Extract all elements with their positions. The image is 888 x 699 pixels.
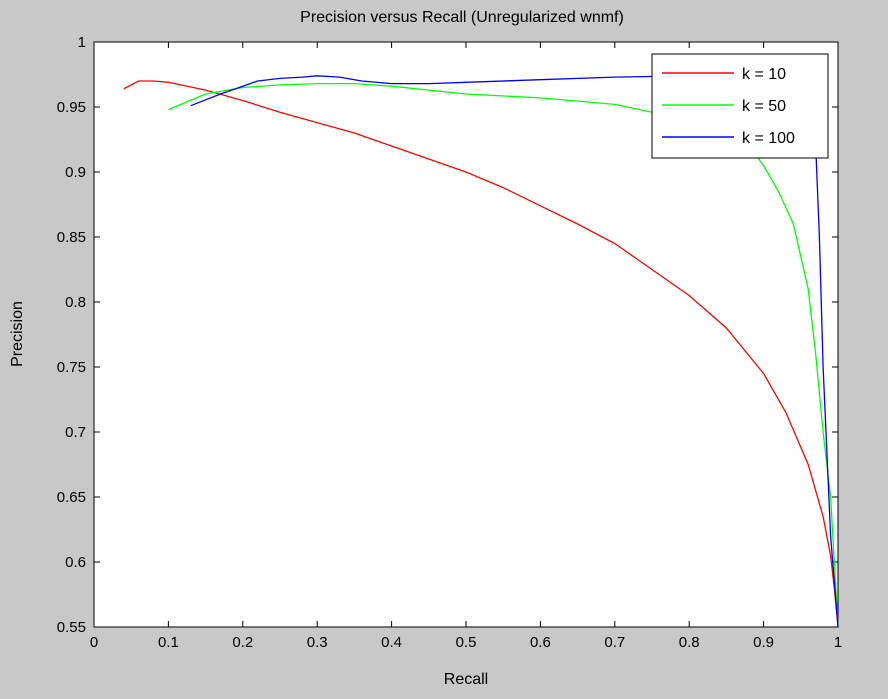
x-tick-label: 0.8 (679, 634, 700, 651)
y-tick-label: 0.55 (57, 619, 86, 636)
series-line-1 (123, 80, 839, 628)
y-tick-label: 0.65 (57, 489, 86, 506)
y-tick-label: 0.8 (65, 294, 86, 311)
x-tick-label: 1 (834, 634, 842, 651)
y-tick-label: 0.9 (65, 164, 86, 181)
series-line-3 (190, 75, 839, 628)
x-tick-label: 0 (90, 634, 98, 651)
x-tick-label: 0.9 (753, 634, 774, 651)
legend-label: k = 10 (742, 66, 786, 83)
x-axis-label: Recall (444, 671, 488, 688)
y-tick-label: 0.75 (57, 359, 86, 376)
legend-label: k = 100 (742, 130, 795, 147)
x-tick-label: 0.2 (232, 634, 253, 651)
x-tick-label: 0.3 (307, 634, 328, 651)
x-tick-label: 0.1 (158, 634, 179, 651)
x-tick-label: 0.4 (381, 634, 402, 651)
y-tick-label: 0.85 (57, 229, 86, 246)
legend-label: k = 50 (742, 98, 786, 115)
y-tick-label: 0.7 (65, 424, 86, 441)
y-tick-label: 0.95 (57, 99, 86, 116)
y-tick-label: 1 (78, 34, 86, 51)
y-axis-label: Precision (9, 301, 26, 367)
legend-box (651, 53, 829, 159)
chart-title: Precision versus Recall (Unregularized w… (300, 9, 624, 26)
x-tick-label: 0.7 (604, 634, 625, 651)
legend: k = 10 k = 50 k = 100 (651, 53, 829, 159)
y-tick-label: 0.6 (65, 554, 86, 571)
axis-ticks: 0 0.1 0.2 0.3 0.4 0.5 0.6 0.7 0.8 0.9 1 0.55 0.6 0.65… (57, 34, 842, 651)
x-tick-label: 0.5 (456, 634, 477, 651)
x-tick-label: 0.6 (530, 634, 551, 651)
